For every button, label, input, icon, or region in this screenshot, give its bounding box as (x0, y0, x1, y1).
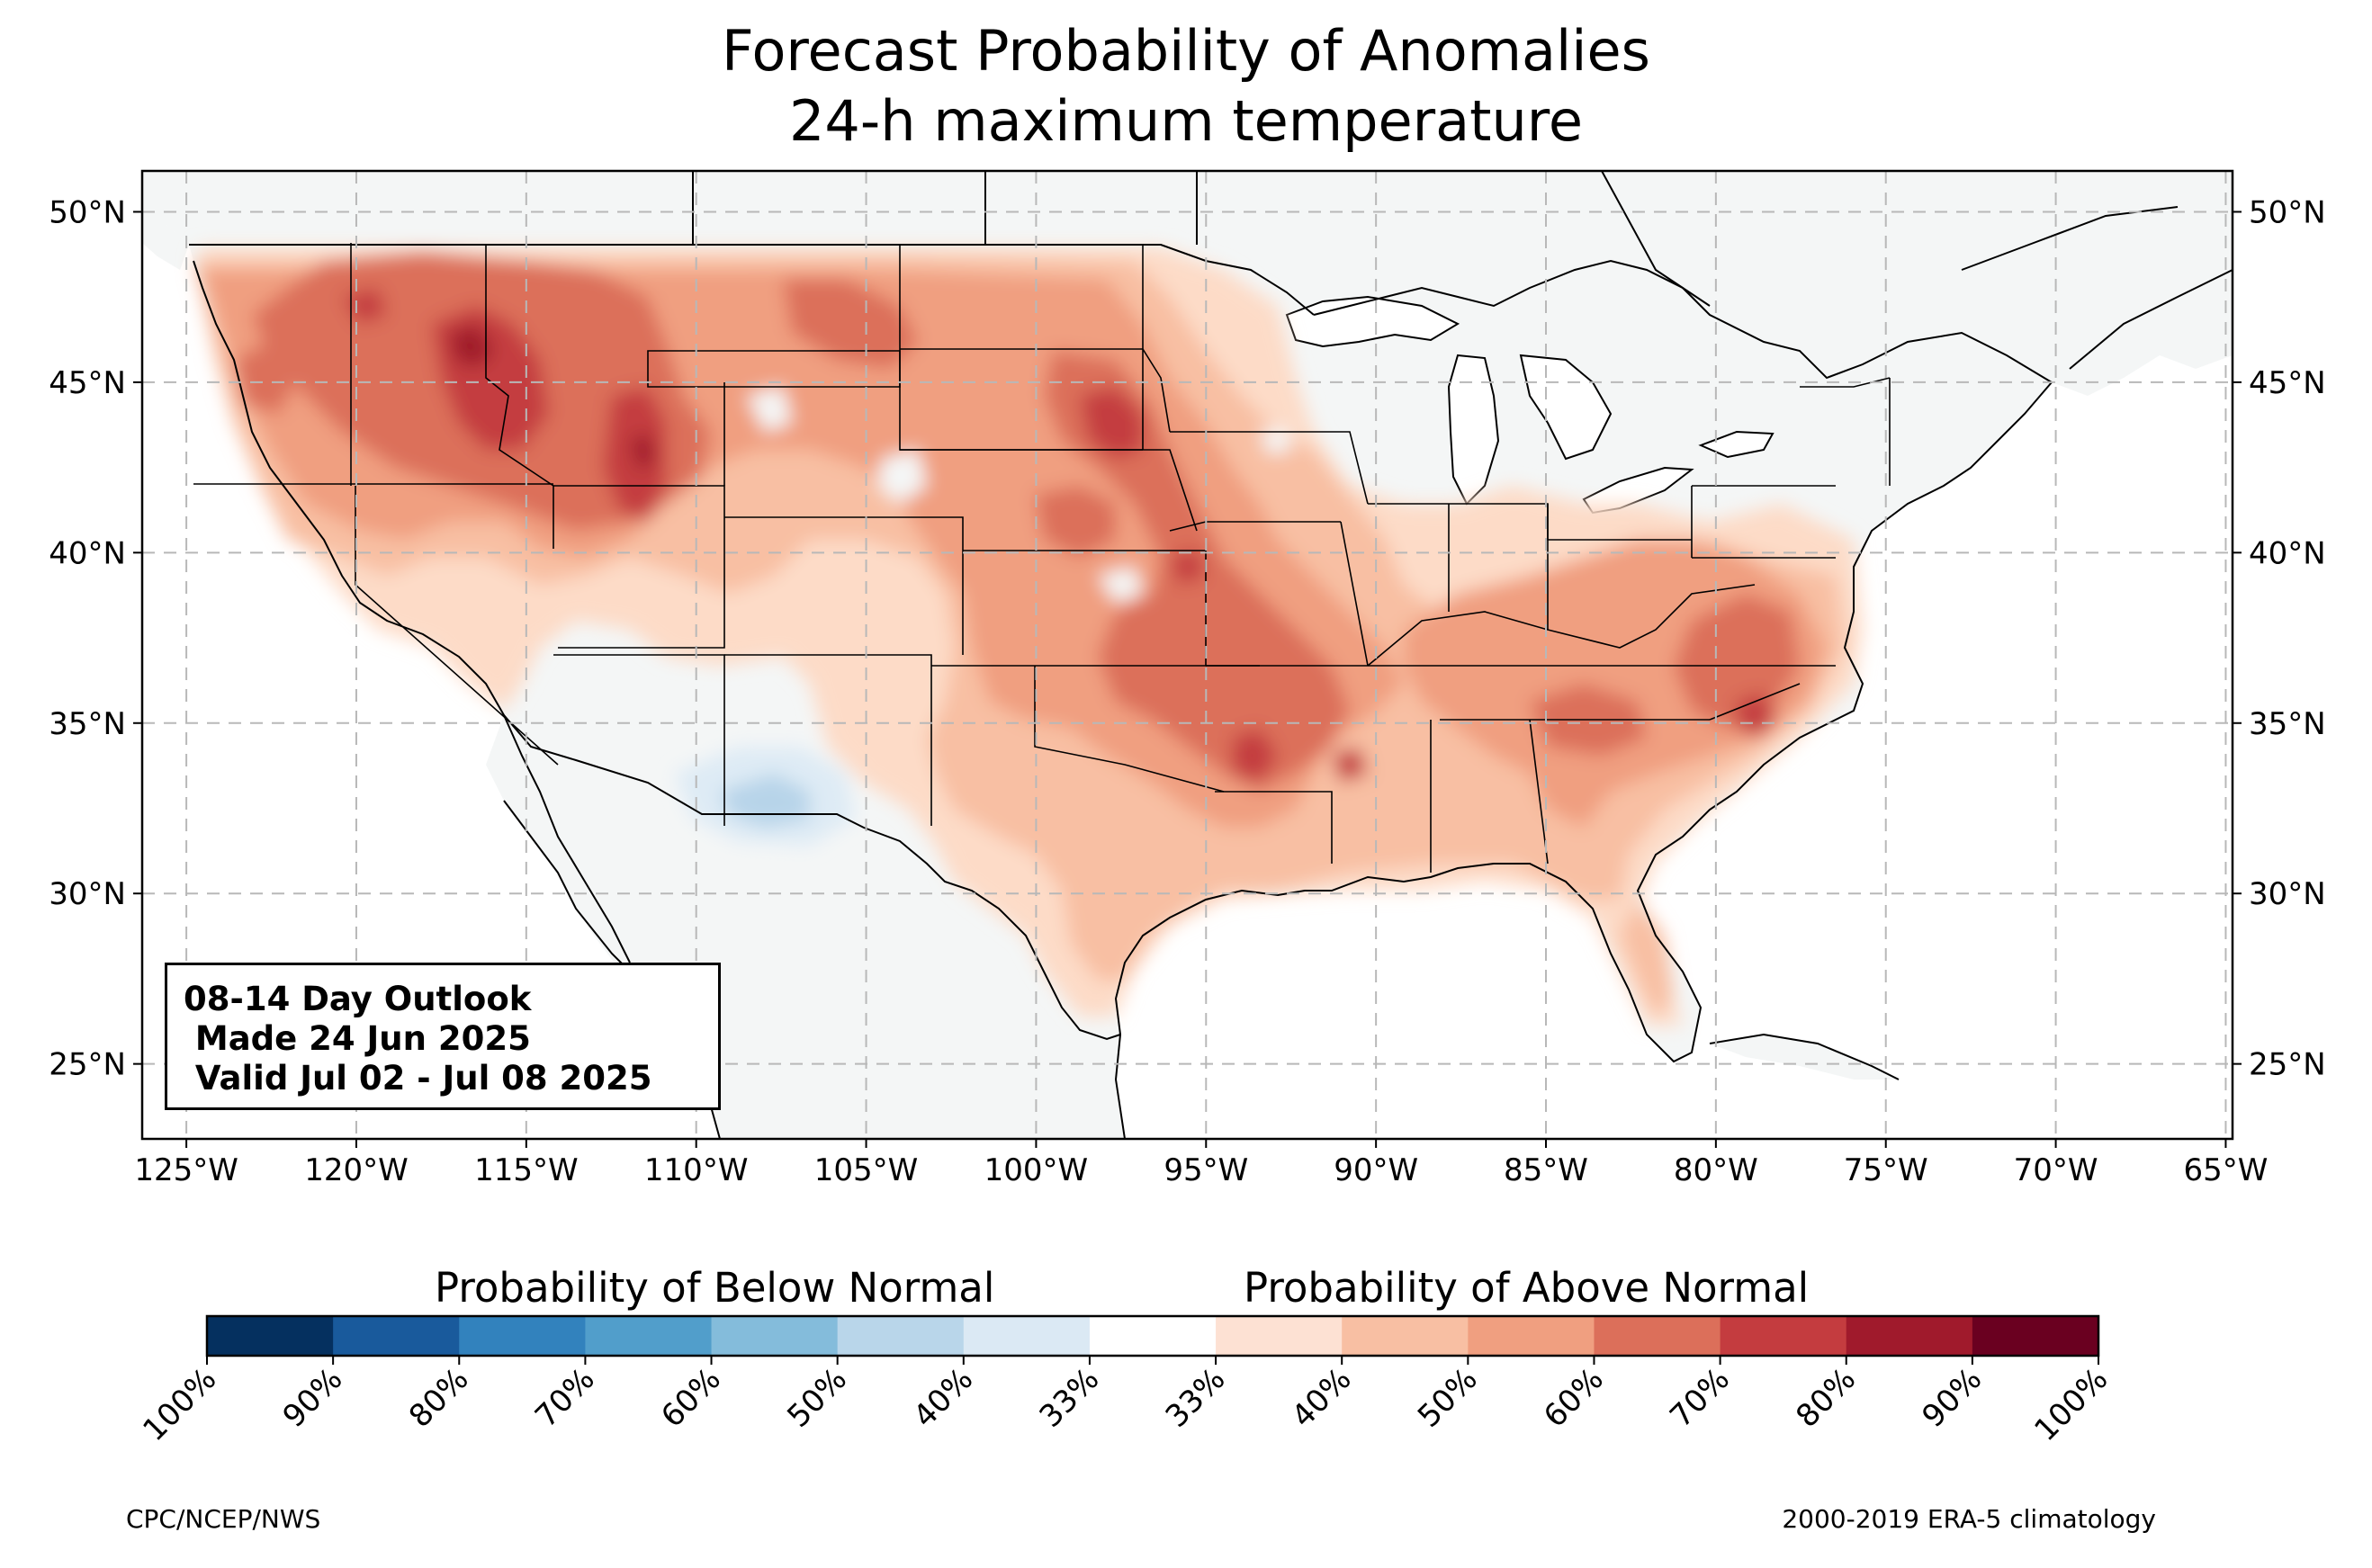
colorbar-tick-label: 40% (906, 1361, 980, 1435)
outlook-info-box: 08-14 Day Outlook Made 24 Jun 2025 Valid… (165, 963, 721, 1110)
colorbar-segment (207, 1316, 334, 1356)
colorbar-tick-label: 80% (402, 1361, 476, 1435)
lon-tick-label: 125°W (134, 1152, 238, 1188)
lon-tick-label: 110°W (644, 1152, 749, 1188)
colorbar-above-label: Probability of Above Normal (1244, 1264, 1810, 1312)
lat-tick-label-left: 30°N (49, 876, 126, 912)
colorbar-tick-label: 100% (136, 1361, 223, 1448)
lat-tick-label-right: 25°N (2249, 1047, 2326, 1083)
outlook-valid-range: Valid Jul 02 - Jul 08 2025 (184, 1059, 652, 1098)
lon-tick-label: 65°W (2184, 1152, 2269, 1188)
lat-tick-label-right: 35°N (2249, 706, 2326, 742)
map-panel (142, 171, 2233, 1139)
land-canada (142, 171, 2233, 396)
colorbar-segment (1594, 1316, 1721, 1356)
map-frame (140, 169, 2234, 1141)
lon-tick-label: 70°W (2014, 1152, 2098, 1188)
probability-shading (193, 247, 1863, 1026)
outlook-made-date: Made 24 Jun 2025 (184, 1019, 531, 1058)
colorbar-segment (585, 1316, 713, 1356)
lon-tick-label: 80°W (1674, 1152, 1758, 1188)
lon-tick-label: 120°W (304, 1152, 409, 1188)
title-line-2: 24-h maximum temperature (788, 88, 1584, 154)
land-cuba (1710, 1035, 1899, 1080)
colorbar-segment (333, 1316, 460, 1356)
colorbar-segment (1468, 1316, 1595, 1356)
outlook-period: 08-14 Day Outlook (184, 980, 532, 1018)
colorbar-segment (1342, 1316, 1469, 1356)
colorbar-tick-label: 50% (780, 1361, 854, 1435)
lat-tick-label-left: 50°N (49, 194, 126, 230)
colorbar-tick-label: 90% (276, 1361, 350, 1435)
latitude-axis: 25°N 25°N 30°N 30°N 35°N 35°N 40°N 40°N 45°N 45°N… (49, 194, 2325, 1082)
shade-near-normal (747, 387, 1291, 603)
colorbar-tick-label: 90% (1916, 1361, 1990, 1435)
land-vancouver (142, 225, 189, 270)
chart-title: Forecast Probability of Anomalies 24-h m… (0, 16, 2372, 157)
colorbar-tick-label: 33% (1033, 1361, 1107, 1435)
colorbar-tick-label: 70% (528, 1361, 602, 1435)
colorbar-tick-label: 50% (1411, 1361, 1485, 1435)
land-mexico (486, 715, 1125, 1139)
lat-tick-label-right: 30°N (2249, 876, 2326, 912)
colorbar-segment (1089, 1316, 1217, 1356)
state-boundaries (193, 243, 1891, 873)
colorbar-tick-label: 70% (1663, 1361, 1737, 1435)
colorbar-tick-label: 100% (2027, 1361, 2115, 1448)
colorbar-tick-label: 33% (1159, 1361, 1233, 1435)
colorbar-tick-label: 40% (1285, 1361, 1359, 1435)
lat-tick-label-left: 45°N (49, 365, 126, 401)
coastlines (189, 171, 2233, 1139)
colorbar-segment (837, 1316, 965, 1356)
colorbar: 100% 90% 80% 70% 60% 50% 40% 33% 33% 40% 50% 60% 70%… (136, 1314, 2115, 1448)
colorbar-segment (1972, 1316, 2099, 1356)
lon-tick-label: 100°W (984, 1152, 1089, 1188)
lon-tick-label: 90°W (1334, 1152, 1418, 1188)
colorbar-tick-label: 60% (1537, 1361, 1611, 1435)
longitude-axis: 125°W 120°W 115°W 110°W 105°W 100°W 95°W 90°W 85… (134, 1139, 2268, 1188)
lake-ontario (1698, 430, 1775, 459)
land-baja (499, 715, 630, 972)
lon-tick-label: 75°W (1844, 1152, 1928, 1188)
colorbar-segment (459, 1316, 586, 1356)
lat-tick-label-left: 40°N (49, 535, 126, 571)
colorbar-tick-label: 60% (654, 1361, 728, 1435)
lat-tick-label-left: 35°N (49, 706, 126, 742)
footer-source: CPC/NCEP/NWS (126, 1504, 321, 1534)
lake-huron (1519, 354, 1613, 461)
lon-tick-label: 105°W (814, 1152, 919, 1188)
lon-tick-label: 85°W (1504, 1152, 1588, 1188)
lat-tick-label-right: 40°N (2249, 535, 2326, 571)
colorbar-below-label: Probability of Below Normal (435, 1264, 995, 1312)
shade-above-80-90 (450, 324, 657, 472)
footer-climatology: 2000-2019 ERA-5 climatology (1782, 1504, 2156, 1534)
lon-tick-label: 115°W (474, 1152, 579, 1188)
colorbar-segment (1216, 1316, 1343, 1356)
colorbar-frame (205, 1314, 2100, 1357)
colorbar-segment (963, 1316, 1091, 1356)
lat-tick-label-right: 50°N (2249, 194, 2326, 230)
colorbar-tick-label: 80% (1789, 1361, 1863, 1435)
lat-tick-label-right: 45°N (2249, 365, 2326, 401)
lake-superior (1285, 295, 1460, 348)
colorbar-segment (1846, 1316, 1973, 1356)
lon-tick-label: 95°W (1164, 1152, 1248, 1188)
lake-michigan (1447, 354, 1500, 506)
title-line-1: Forecast Probability of Anomalies (722, 18, 1650, 84)
colorbar-segment (711, 1316, 839, 1356)
lat-tick-label-left: 25°N (49, 1047, 126, 1083)
colorbar-segment (1720, 1316, 1847, 1356)
